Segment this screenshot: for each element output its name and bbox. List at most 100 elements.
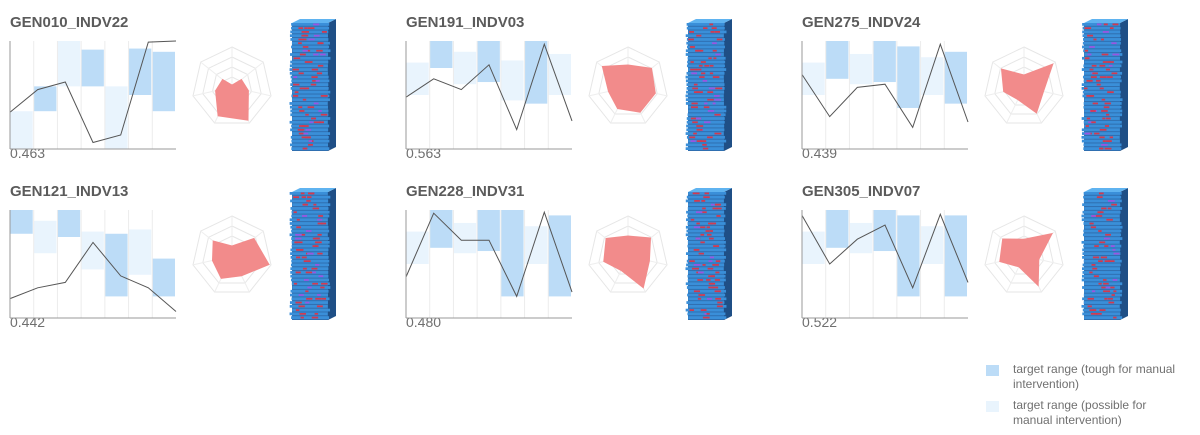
floor-accent — [1099, 76, 1107, 78]
floor-slab — [290, 256, 329, 259]
tower-side — [1120, 188, 1128, 320]
floor-slab — [1082, 45, 1121, 49]
floor-slab — [1083, 49, 1122, 53]
floor-slab — [687, 293, 726, 297]
floor-accent — [1112, 279, 1118, 281]
floor-accent — [1113, 316, 1117, 319]
floor-accent — [1096, 79, 1101, 82]
floor-slab — [1081, 56, 1120, 60]
floor-accent — [1110, 286, 1115, 289]
floor-slab — [686, 71, 725, 75]
floor-accent — [308, 61, 313, 63]
floor-slab — [688, 68, 727, 71]
floor-accent — [702, 316, 710, 319]
legend-label-tough: target range (tough for manual intervent… — [1013, 362, 1176, 391]
floor-accent — [1105, 233, 1111, 236]
floor-accent — [1091, 121, 1096, 124]
floor-accent — [1088, 121, 1094, 124]
floor-accent — [1112, 53, 1120, 56]
floor-slab — [1083, 293, 1122, 297]
floor-accent — [695, 211, 703, 214]
floor-accent — [714, 95, 720, 97]
data-line — [9, 40, 177, 144]
floor-accent — [301, 125, 309, 127]
floor-accent — [321, 282, 328, 285]
floor-accent — [702, 79, 708, 82]
target-range-band — [944, 51, 967, 104]
floor-accent — [693, 83, 698, 86]
floor-slab — [290, 113, 329, 117]
floor-accent — [688, 38, 694, 41]
floor-slab — [1083, 79, 1122, 83]
target-range-band — [429, 41, 453, 68]
floor-accent — [296, 226, 301, 229]
floor-accent — [700, 61, 706, 63]
floor-slab — [687, 207, 726, 210]
floor-accent — [298, 106, 303, 109]
floor-slab — [685, 267, 724, 271]
radar-grid-ring — [588, 215, 668, 293]
floor-slab — [1082, 203, 1121, 207]
floor-accent — [1101, 110, 1108, 112]
floor-slab — [290, 87, 329, 90]
floor-accent — [1101, 286, 1108, 289]
floor-accent — [294, 91, 299, 94]
floor-slab — [291, 282, 330, 286]
floor-accent — [1098, 260, 1103, 263]
floor-slab — [685, 233, 724, 237]
floor-accent — [305, 271, 313, 274]
target-range-band — [802, 62, 825, 95]
floor-accent — [1098, 192, 1104, 195]
floor-accent — [1108, 301, 1115, 304]
floor-accent — [1091, 215, 1098, 217]
floor-accent — [292, 83, 300, 86]
floor-accent — [1111, 294, 1115, 296]
floor-accent — [307, 196, 312, 199]
floor-slab — [687, 222, 726, 225]
floor-slab — [686, 117, 725, 120]
floor-accent — [299, 53, 306, 56]
floor-accent — [689, 136, 696, 139]
target-range-band — [477, 210, 500, 252]
building-illustration — [1081, 188, 1128, 320]
chart-panel-6: GEN305_INDV07 0.522 — [801, 183, 1192, 348]
floor-accent — [1089, 95, 1095, 97]
floor-accent — [1098, 230, 1102, 232]
floor-slab — [1083, 301, 1122, 304]
floor-accent — [709, 72, 714, 75]
floor-accent — [698, 294, 706, 296]
floor-slab — [1082, 271, 1121, 274]
floor-slab — [686, 90, 725, 94]
floor-accent — [1111, 72, 1118, 75]
floor-slab — [289, 71, 328, 75]
floor-accent — [1084, 57, 1090, 60]
floor-accent — [302, 267, 307, 270]
floor-slab — [686, 128, 725, 132]
floor-accent — [1087, 305, 1092, 308]
panel-title: GEN228_INDV31 — [406, 183, 525, 200]
floor-accent — [1112, 248, 1116, 251]
floor-accent — [698, 64, 703, 67]
floor-accent — [1110, 245, 1115, 247]
floor-accent — [302, 49, 308, 52]
target-range-band — [453, 51, 477, 85]
floor-slab — [1082, 34, 1121, 38]
floor-slab — [685, 132, 724, 135]
floor-slab — [1081, 117, 1120, 120]
floor-accent — [1092, 72, 1098, 75]
target-range-band — [104, 233, 128, 297]
floor-slab — [1082, 263, 1121, 267]
floor-accent — [295, 271, 301, 274]
floor-accent — [303, 87, 310, 90]
floor-accent — [1095, 215, 1103, 217]
floor-slab — [290, 75, 329, 79]
floor-accent — [316, 305, 323, 308]
floor-accent — [1084, 27, 1092, 30]
floor-accent — [693, 248, 699, 251]
floor-accent — [1094, 132, 1100, 135]
floor-slab — [290, 293, 329, 297]
floor-accent — [714, 98, 721, 101]
target-range-band — [825, 210, 849, 248]
floor-accent — [310, 83, 317, 86]
floor-accent — [311, 68, 319, 71]
